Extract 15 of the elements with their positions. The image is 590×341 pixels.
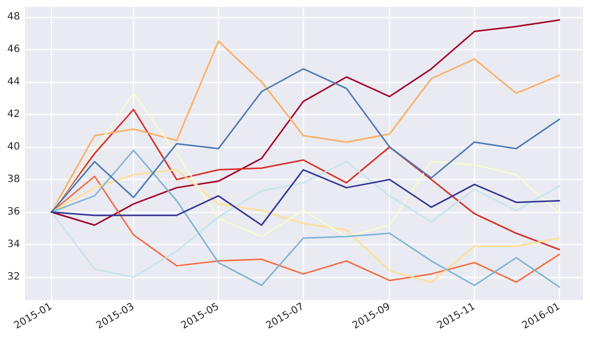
y-tick-label: 48 [7, 11, 20, 22]
line-series [50, 149, 560, 288]
line-series [50, 68, 560, 213]
y-tick-label: 42 [7, 108, 20, 120]
line-series [50, 169, 560, 226]
line-series [50, 92, 560, 238]
y-tick-label: 44 [7, 76, 20, 88]
y-tick-label: 40 [7, 141, 20, 152]
y-tick-label: 36 [7, 206, 20, 218]
y-tick-label: 32 [7, 272, 20, 283]
line-series [50, 19, 560, 226]
y-tick-label: 46 [7, 44, 20, 55]
line-series [50, 40, 560, 213]
y-tick-label: 38 [7, 174, 20, 186]
y-tick-label: 34 [7, 239, 20, 250]
